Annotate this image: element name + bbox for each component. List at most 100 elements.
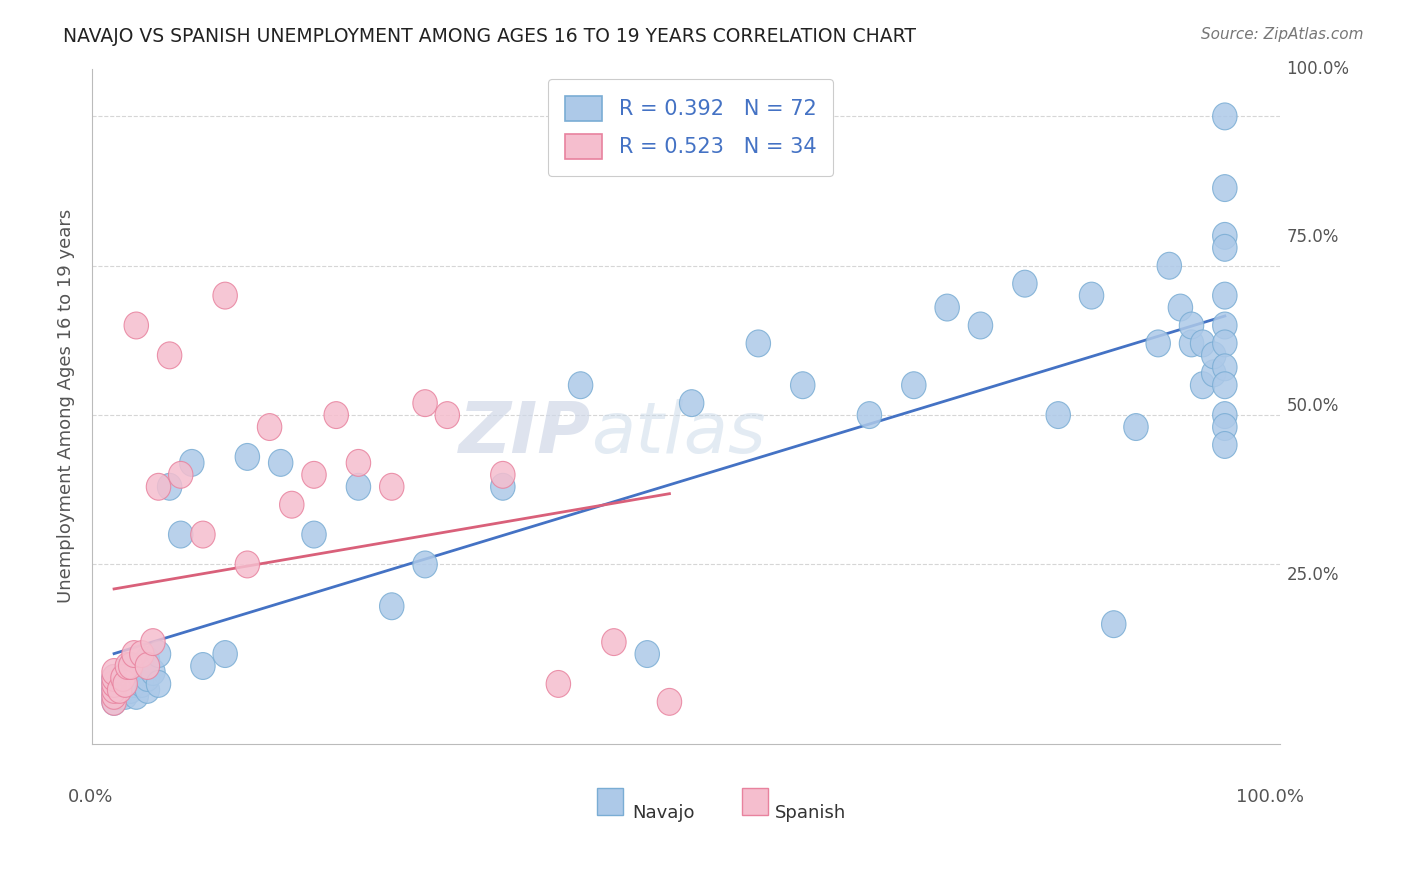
Text: Navajo: Navajo xyxy=(633,805,695,822)
Ellipse shape xyxy=(969,312,993,339)
Ellipse shape xyxy=(141,629,165,656)
Ellipse shape xyxy=(1212,330,1237,357)
Ellipse shape xyxy=(118,653,143,680)
Ellipse shape xyxy=(135,653,160,680)
Ellipse shape xyxy=(124,312,149,339)
Ellipse shape xyxy=(135,647,160,673)
Ellipse shape xyxy=(1212,222,1237,250)
Text: 25.0%: 25.0% xyxy=(1286,566,1339,584)
Ellipse shape xyxy=(790,372,815,399)
Ellipse shape xyxy=(111,676,135,703)
Text: ZIP: ZIP xyxy=(458,399,591,467)
Ellipse shape xyxy=(346,450,371,476)
Text: Spanish: Spanish xyxy=(775,805,846,822)
Ellipse shape xyxy=(602,629,626,656)
Ellipse shape xyxy=(101,658,127,685)
Ellipse shape xyxy=(122,640,146,667)
Ellipse shape xyxy=(101,665,127,691)
Ellipse shape xyxy=(112,658,138,685)
Ellipse shape xyxy=(1191,330,1215,357)
Ellipse shape xyxy=(101,676,127,703)
Ellipse shape xyxy=(157,342,181,368)
Ellipse shape xyxy=(101,671,127,698)
Ellipse shape xyxy=(1180,330,1204,357)
Ellipse shape xyxy=(235,551,260,578)
Text: 50.0%: 50.0% xyxy=(1286,397,1339,415)
Text: 75.0%: 75.0% xyxy=(1286,228,1339,246)
Ellipse shape xyxy=(212,282,238,309)
Ellipse shape xyxy=(191,653,215,680)
Ellipse shape xyxy=(1212,432,1237,458)
Text: 100.0%: 100.0% xyxy=(1286,60,1350,78)
Ellipse shape xyxy=(413,551,437,578)
Bar xyxy=(742,788,768,814)
Ellipse shape xyxy=(1191,372,1215,399)
Ellipse shape xyxy=(1212,354,1237,381)
Ellipse shape xyxy=(1212,401,1237,428)
Ellipse shape xyxy=(101,682,127,709)
Ellipse shape xyxy=(115,665,139,691)
Ellipse shape xyxy=(1012,270,1038,297)
Ellipse shape xyxy=(112,671,138,698)
Ellipse shape xyxy=(129,671,155,698)
Ellipse shape xyxy=(747,330,770,357)
Ellipse shape xyxy=(491,474,515,500)
Ellipse shape xyxy=(323,401,349,428)
Ellipse shape xyxy=(901,372,927,399)
Ellipse shape xyxy=(269,450,292,476)
Ellipse shape xyxy=(858,401,882,428)
Ellipse shape xyxy=(101,665,127,691)
Ellipse shape xyxy=(107,682,132,709)
Ellipse shape xyxy=(280,491,304,518)
Text: 100.0%: 100.0% xyxy=(1236,788,1305,805)
Ellipse shape xyxy=(302,521,326,548)
Ellipse shape xyxy=(118,653,143,680)
Ellipse shape xyxy=(1180,312,1204,339)
Ellipse shape xyxy=(1212,175,1237,202)
Ellipse shape xyxy=(180,450,204,476)
Ellipse shape xyxy=(146,671,170,698)
Ellipse shape xyxy=(146,474,170,500)
Ellipse shape xyxy=(935,294,959,321)
Ellipse shape xyxy=(1157,252,1181,279)
Ellipse shape xyxy=(112,682,138,709)
Ellipse shape xyxy=(101,676,127,703)
Ellipse shape xyxy=(679,390,704,417)
Ellipse shape xyxy=(141,658,165,685)
Ellipse shape xyxy=(1046,401,1070,428)
Ellipse shape xyxy=(1146,330,1170,357)
Ellipse shape xyxy=(346,474,371,500)
Ellipse shape xyxy=(1202,359,1226,387)
Ellipse shape xyxy=(257,414,281,441)
Text: 0.0%: 0.0% xyxy=(67,788,114,805)
Ellipse shape xyxy=(111,665,135,691)
Ellipse shape xyxy=(122,671,146,698)
Ellipse shape xyxy=(191,521,215,548)
Ellipse shape xyxy=(124,658,149,685)
Ellipse shape xyxy=(1212,372,1237,399)
Ellipse shape xyxy=(1212,103,1237,130)
Text: Source: ZipAtlas.com: Source: ZipAtlas.com xyxy=(1201,27,1364,42)
Ellipse shape xyxy=(1212,282,1237,309)
Ellipse shape xyxy=(1202,342,1226,368)
Ellipse shape xyxy=(135,676,160,703)
Ellipse shape xyxy=(135,665,160,691)
Ellipse shape xyxy=(1168,294,1192,321)
Ellipse shape xyxy=(413,390,437,417)
Ellipse shape xyxy=(212,640,238,667)
Ellipse shape xyxy=(101,689,127,715)
Ellipse shape xyxy=(657,689,682,715)
Ellipse shape xyxy=(491,461,515,488)
Ellipse shape xyxy=(146,640,170,667)
Ellipse shape xyxy=(1212,312,1237,339)
Ellipse shape xyxy=(115,653,139,680)
Ellipse shape xyxy=(101,689,127,715)
Ellipse shape xyxy=(101,671,127,698)
Ellipse shape xyxy=(129,653,155,680)
Ellipse shape xyxy=(124,682,149,709)
Ellipse shape xyxy=(1212,414,1237,441)
Ellipse shape xyxy=(169,461,193,488)
Ellipse shape xyxy=(129,640,155,667)
Ellipse shape xyxy=(235,443,260,470)
Ellipse shape xyxy=(107,671,132,698)
